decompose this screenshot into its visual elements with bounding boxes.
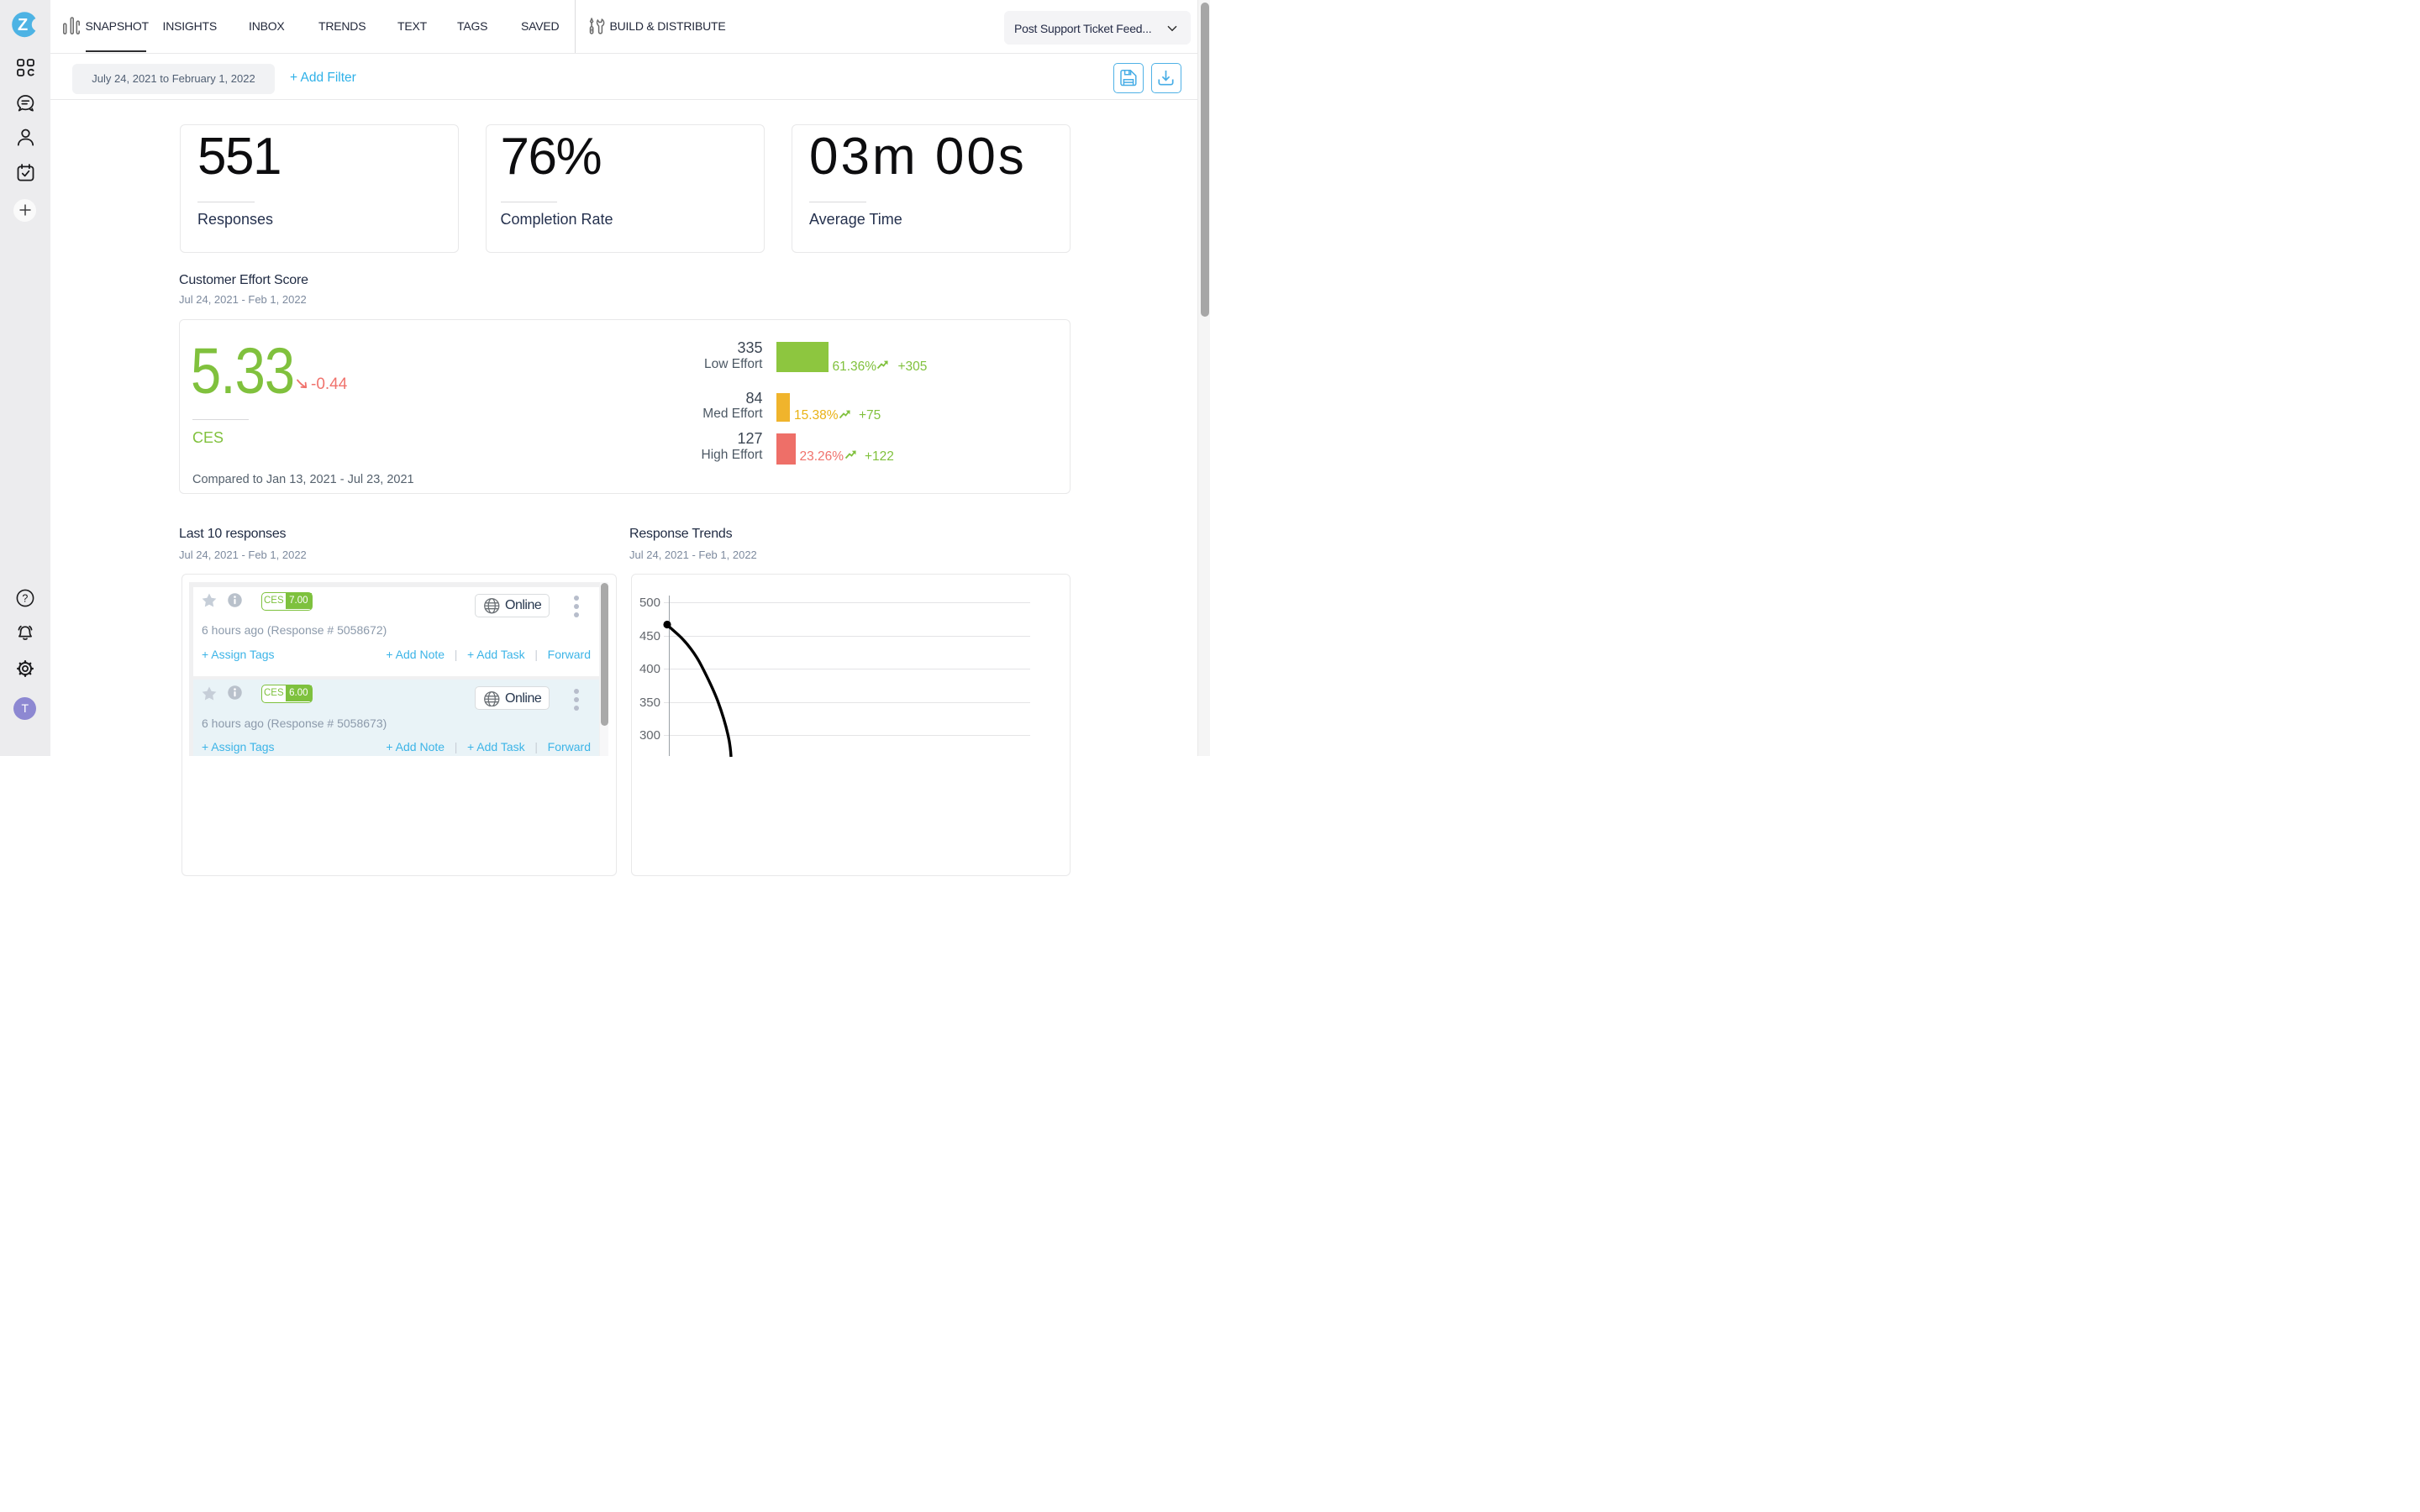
svg-text:Z: Z: [18, 16, 28, 34]
svg-text:?: ?: [22, 592, 28, 604]
